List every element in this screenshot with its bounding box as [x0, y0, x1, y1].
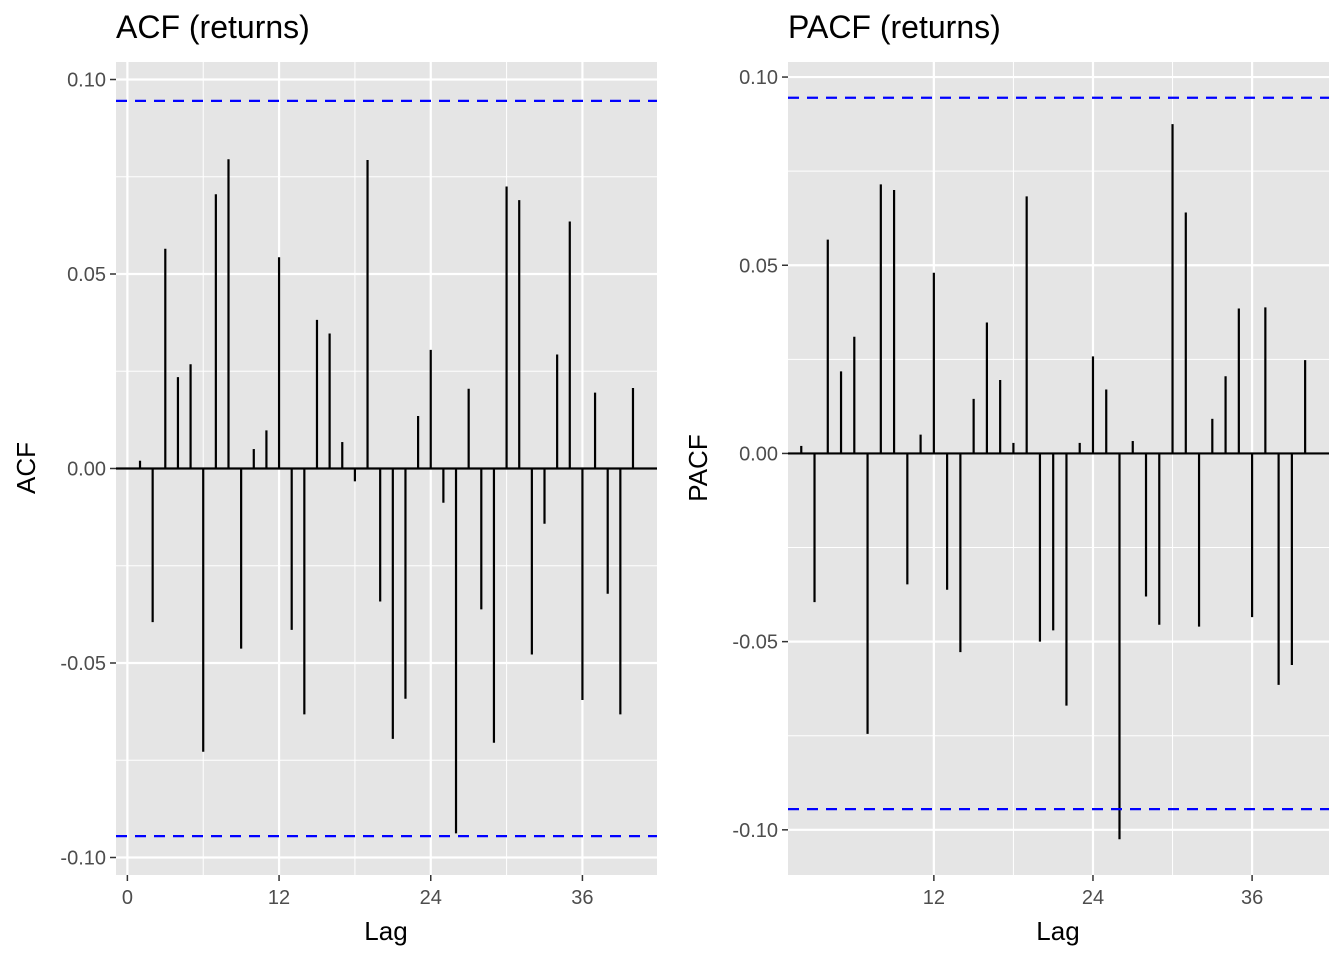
- acf-title: ACF (returns): [116, 9, 310, 45]
- acf-x-label: Lag: [364, 916, 407, 946]
- acf-y-tick-label: -0.10: [60, 847, 106, 869]
- acf-confidence-bounds: [116, 99, 657, 838]
- pacf-panel: PACF (returns) -0.10 -0.05 0.00 0.05 0.10 12…: [683, 9, 1329, 946]
- pacf-x-tick-label: 36: [1241, 887, 1263, 909]
- acf-y-tick-label: 0.10: [67, 70, 106, 92]
- pacf-y-axis: -0.10 -0.05 0.00 0.05 0.10: [732, 67, 788, 842]
- acf-x-axis: 0 12 24 36: [122, 875, 594, 909]
- pacf-x-tick-label: 24: [1082, 887, 1104, 909]
- acf-x-tick-label: 24: [420, 887, 442, 909]
- pacf-y-tick-label: 0.05: [739, 255, 778, 277]
- pacf-y-tick-label: 0.10: [739, 67, 778, 89]
- acf-y-tick-label: 0.05: [67, 264, 106, 286]
- acf-y-tick-label: -0.05: [60, 653, 106, 675]
- acf-panel: ACF (returns) -0.10 -0.05 0.00 0.05 0.10 0 12…: [11, 9, 657, 946]
- pacf-x-tick-label: 12: [923, 887, 945, 909]
- pacf-x-axis: 12 24 36: [923, 875, 1263, 909]
- pacf-y-tick-label: -0.05: [732, 632, 778, 654]
- acf-x-tick-label: 0: [122, 887, 133, 909]
- pacf-y-tick-label: -0.10: [732, 820, 778, 842]
- pacf-y-tick-label: 0.00: [739, 443, 778, 465]
- acf-y-label: ACF: [11, 442, 41, 494]
- acf-bars: [116, 159, 657, 834]
- pacf-plot-background: [788, 62, 1329, 875]
- pacf-confidence-bounds: [788, 96, 1329, 811]
- acf-y-axis: -0.10 -0.05 0.00 0.05 0.10: [60, 70, 116, 869]
- acf-x-tick-label: 36: [571, 887, 593, 909]
- pacf-x-label: Lag: [1036, 916, 1079, 946]
- pacf-bars: [788, 124, 1329, 840]
- acf-x-tick-label: 12: [268, 887, 290, 909]
- pacf-y-label: PACF: [683, 434, 713, 501]
- pacf-title: PACF (returns): [788, 9, 1001, 45]
- acf-y-tick-label: 0.00: [67, 459, 106, 481]
